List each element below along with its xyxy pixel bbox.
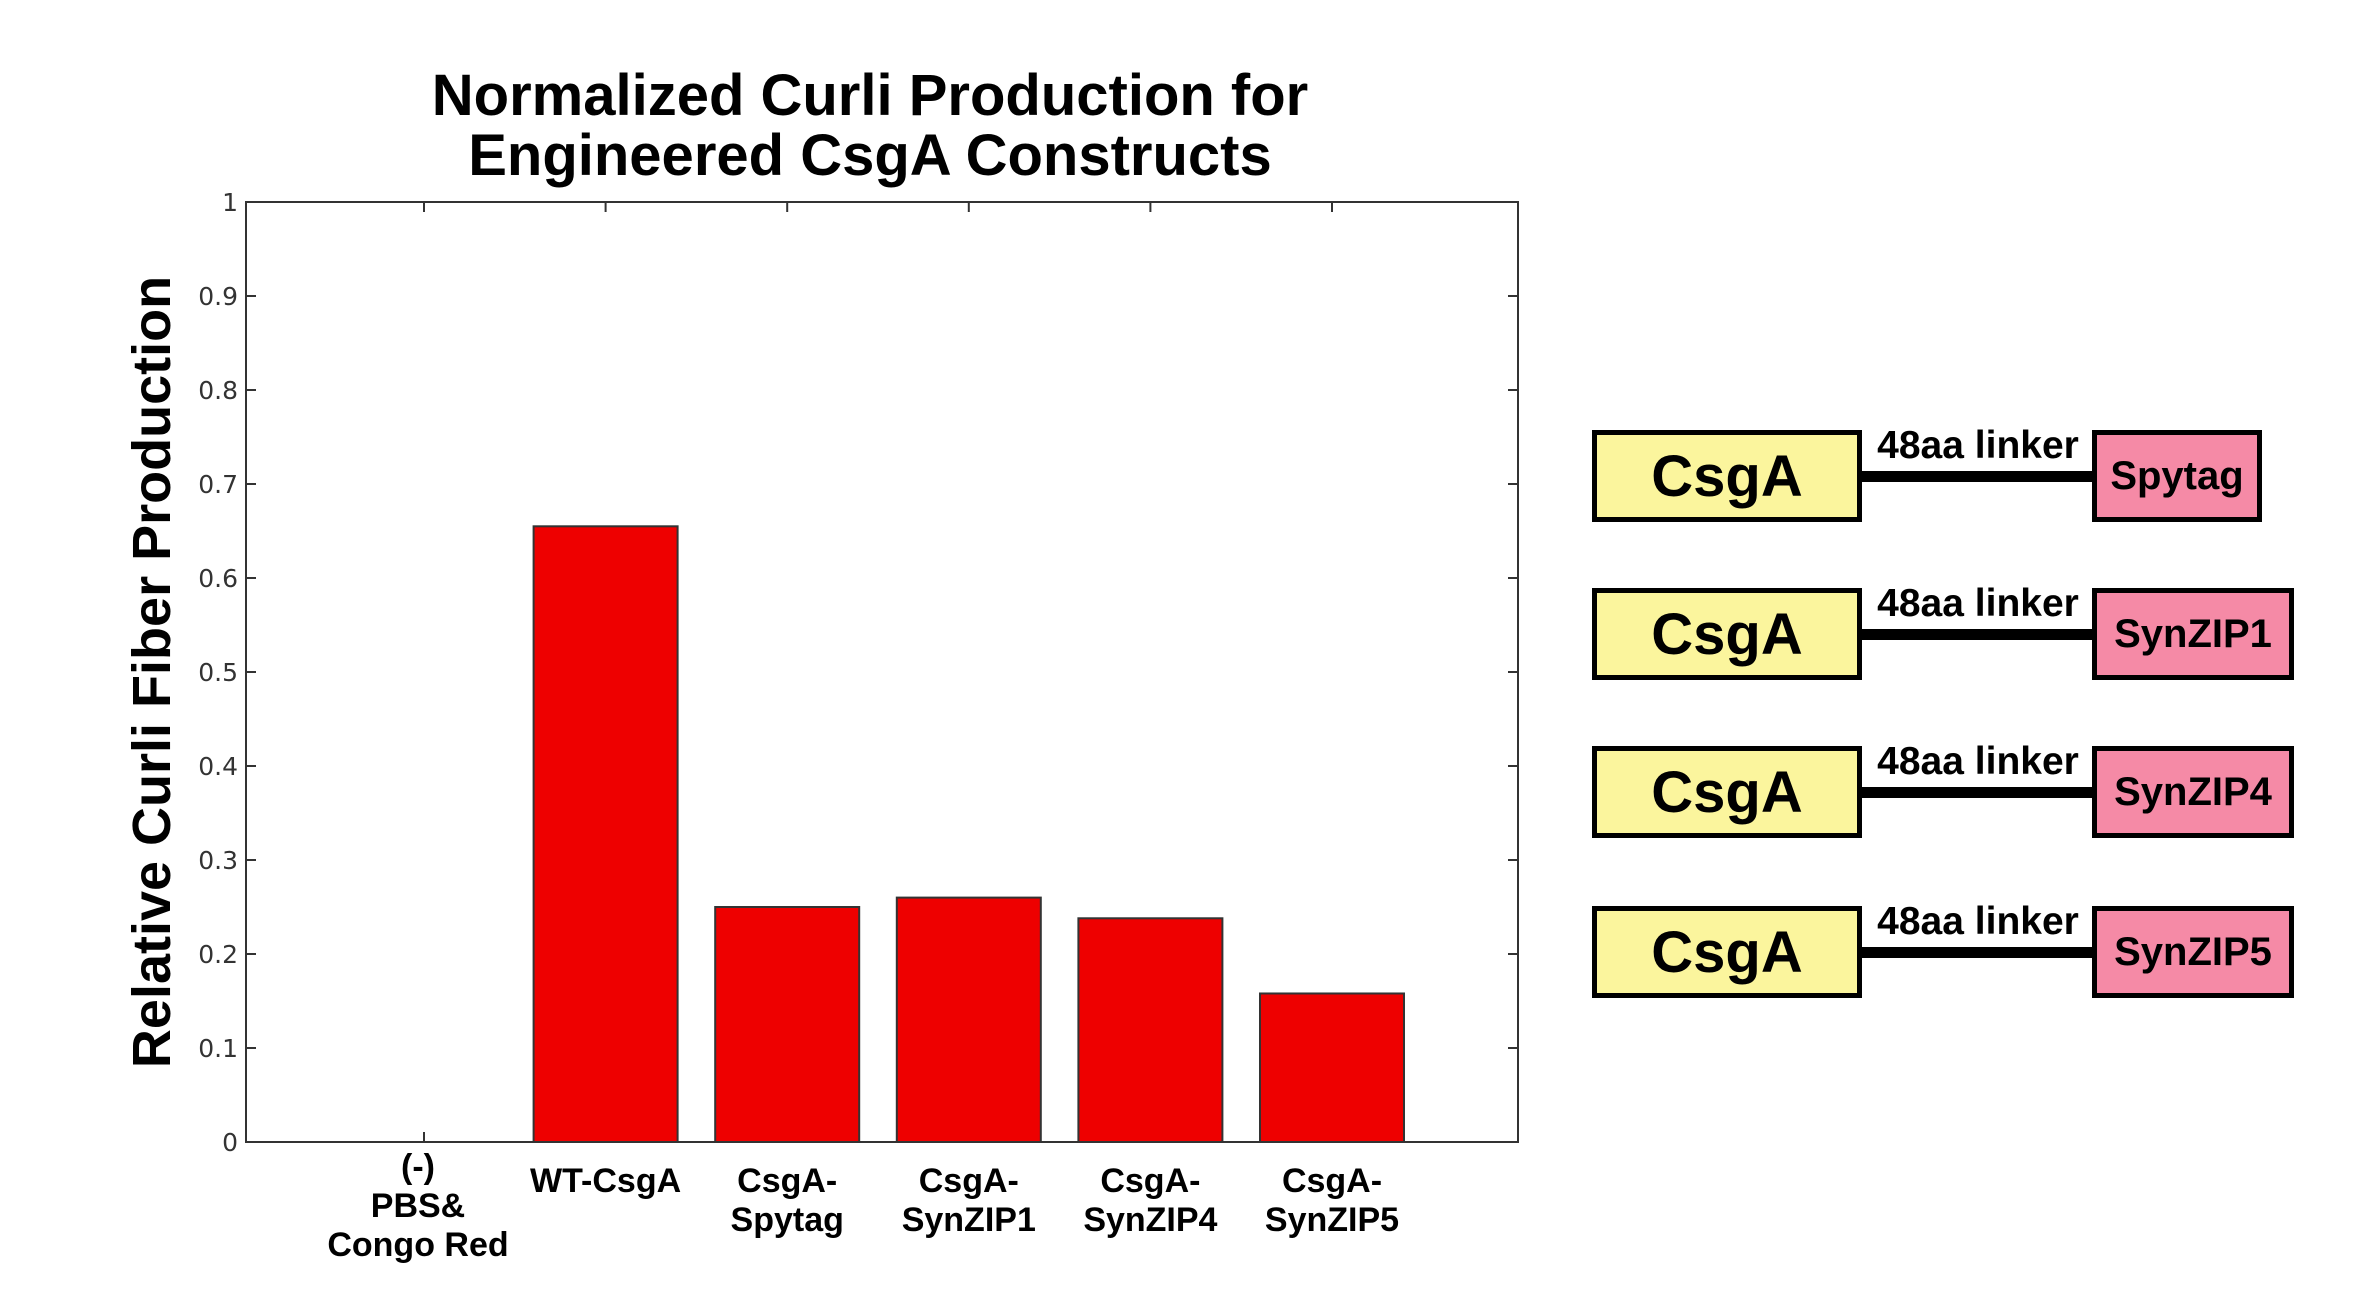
csga-domain-box: CsgA — [1592, 906, 1862, 998]
csga-domain-box: CsgA — [1592, 430, 1862, 522]
y-tick-label: 0 — [222, 1128, 238, 1157]
y-tick-label: 0.8 — [198, 376, 238, 405]
y-tick-label: 0.6 — [198, 564, 238, 593]
x-tick-label: CsgA- — [919, 1162, 1019, 1200]
chart-title-line: Normalized Curli Production for — [432, 63, 1309, 128]
construct-row: 48aa linker CsgA SynZIP1 — [1592, 582, 2312, 680]
bar — [895, 896, 1042, 1143]
csga-domain-box: CsgA — [1592, 746, 1862, 838]
x-tick-label: WT-CsgA — [530, 1162, 681, 1200]
linker-line — [1860, 947, 2096, 958]
bar — [1259, 992, 1405, 1143]
bar — [1077, 917, 1224, 1144]
linker-label: 48aa linker — [1877, 740, 2079, 783]
csga-domain-box: CsgA — [1592, 588, 1862, 680]
bar — [532, 525, 679, 1143]
linker-label: 48aa linker — [1877, 424, 2079, 467]
linker-line — [1860, 629, 2096, 640]
y-axis-ticks: 0 0.1 0.2 0.3 0.4 0.5 0.6 0.7 0.8 0.9 1 — [198, 188, 1518, 1157]
y-tick-label: 0.1 — [198, 1034, 238, 1063]
x-tick-label: CsgA- — [737, 1162, 837, 1200]
construct-row: 48aa linker CsgA SynZIP5 — [1592, 900, 2312, 998]
y-tick-label: 0.5 — [198, 658, 238, 687]
bar-series — [532, 525, 1405, 1144]
y-axis-title-group: Relative Curli Fiber Production — [122, 276, 182, 1068]
tag-domain-box: SynZIP4 — [2092, 746, 2294, 838]
y-tick-label: 0.9 — [198, 282, 238, 311]
y-axis-title: Relative Curli Fiber Production — [122, 276, 182, 1068]
y-tick-label: 0.2 — [198, 940, 238, 969]
chart-title-line: Engineered CsgA Constructs — [468, 123, 1272, 188]
construct-row: 48aa linker CsgA SynZIP4 — [1592, 740, 2312, 838]
chart-title: Normalized Curli Production forEngineere… — [432, 63, 1309, 188]
x-tick-label: (-) — [401, 1148, 435, 1186]
x-tick-label: SynZIP4 — [1083, 1201, 1217, 1239]
x-tick-label: SynZIP5 — [1265, 1201, 1399, 1239]
tag-domain-box: Spytag — [2092, 430, 2262, 522]
linker-label: 48aa linker — [1877, 582, 2079, 625]
x-tick-label: CsgA- — [1100, 1162, 1200, 1200]
x-tick-label: CsgA- — [1282, 1162, 1382, 1200]
y-tick-label: 0.3 — [198, 846, 238, 875]
x-tick-label: Congo Red — [327, 1226, 508, 1264]
y-tick-label: 0.4 — [198, 752, 238, 781]
bar — [714, 906, 861, 1143]
x-tick-label: PBS& — [371, 1187, 465, 1225]
x-tick-label: SynZIP1 — [902, 1201, 1036, 1239]
linker-line — [1860, 471, 2096, 482]
y-tick-label: 0.7 — [198, 470, 238, 499]
y-tick-label: 1 — [222, 188, 238, 217]
tag-domain-box: SynZIP1 — [2092, 588, 2294, 680]
construct-row: 48aa linker CsgA Spytag — [1592, 424, 2312, 522]
linker-label: 48aa linker — [1877, 900, 2079, 943]
x-tick-label: Spytag — [731, 1201, 844, 1239]
tag-domain-box: SynZIP5 — [2092, 906, 2294, 998]
linker-line — [1860, 787, 2096, 798]
